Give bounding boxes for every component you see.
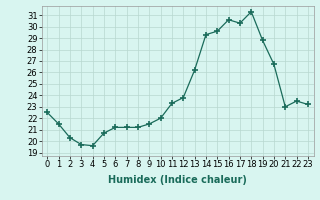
X-axis label: Humidex (Indice chaleur): Humidex (Indice chaleur): [108, 175, 247, 185]
